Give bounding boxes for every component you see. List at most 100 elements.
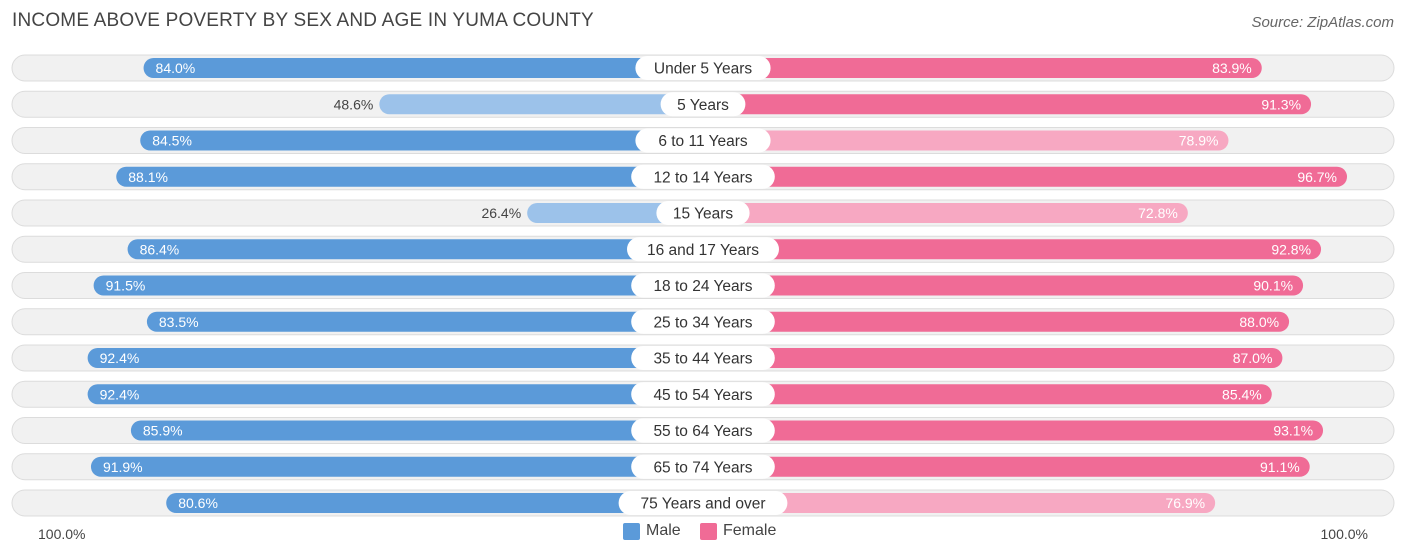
bar-row: 85.9% 93.1% 55 to 64 Years	[11, 417, 1395, 444]
category-pill	[660, 92, 746, 117]
male-value-label: 88.1%	[128, 169, 168, 185]
category-label: 15 Years	[673, 206, 734, 223]
bar-row: 84.0% 83.9% Under 5 Years	[11, 54, 1395, 82]
legend-swatch-female	[700, 522, 717, 540]
category-label: 12 to 14 Years	[653, 169, 752, 186]
female-value-label: 90.1%	[1253, 278, 1293, 294]
chart-title: INCOME ABOVE POVERTY BY SEX AND AGE IN Y…	[12, 10, 594, 31]
bar-row: 80.6% 76.9% 75 Years and over	[11, 489, 1395, 517]
category-pill	[631, 309, 775, 334]
axis-left-label: 100.0%	[38, 526, 86, 542]
male-bar	[87, 348, 704, 368]
female-value-label: 91.3%	[1261, 96, 1301, 112]
category-label: 35 to 44 Years	[653, 351, 752, 368]
male-bar	[146, 311, 703, 332]
category-pill	[631, 346, 775, 370]
female-value-label: 83.9%	[1212, 60, 1252, 76]
male-value-label: 92.4%	[100, 386, 140, 402]
male-value-label: 83.5%	[159, 314, 199, 330]
male-value-label: 91.9%	[103, 459, 143, 475]
female-bar	[703, 456, 1310, 477]
female-value-label: 76.9%	[1165, 495, 1205, 511]
axis-right-label: 100.0%	[1320, 526, 1368, 542]
male-bar	[93, 275, 704, 296]
female-value-label: 85.4%	[1222, 386, 1262, 402]
category-label: 75 Years and over	[641, 496, 766, 513]
bar-row: 86.4% 92.8% 16 and 17 Years	[11, 235, 1395, 263]
category-pill	[627, 237, 779, 262]
category-label: 16 and 17 Years	[647, 242, 759, 259]
bar-row: 84.5% 78.9% 6 to 11 Years	[11, 127, 1395, 154]
female-bar	[703, 420, 1324, 441]
female-value-label: 91.1%	[1260, 459, 1300, 475]
category-pill	[631, 382, 775, 407]
male-bar	[130, 420, 703, 441]
category-pill	[631, 164, 775, 189]
female-bar	[703, 275, 1304, 296]
category-label: 65 to 74 Years	[653, 459, 752, 476]
male-value-label: 48.6%	[334, 96, 374, 112]
category-label: 45 to 54 Years	[653, 387, 752, 404]
male-bar	[166, 493, 704, 513]
category-pill	[635, 128, 771, 153]
male-value-label: 80.6%	[178, 495, 218, 511]
female-bar	[703, 58, 1262, 78]
category-pill	[635, 56, 771, 80]
bar-row: 26.4% 72.8% 15 Years	[11, 199, 1395, 227]
female-value-label: 92.8%	[1271, 241, 1311, 257]
legend-item-male: Male	[623, 522, 681, 540]
female-bar	[703, 384, 1272, 405]
female-value-label: 87.0%	[1233, 350, 1273, 366]
category-pill	[618, 491, 788, 515]
female-bar	[703, 348, 1283, 368]
female-value-label: 72.8%	[1138, 205, 1178, 221]
category-label: 6 to 11 Years	[658, 133, 748, 150]
bar-row: 92.4% 85.4% 45 to 54 Years	[11, 380, 1395, 408]
category-label: 18 to 24 Years	[653, 278, 752, 295]
bar-row: 88.1% 96.7% 12 to 14 Years	[11, 163, 1395, 191]
male-value-label: 92.4%	[100, 350, 140, 366]
male-bar	[116, 166, 703, 187]
female-bar	[703, 166, 1348, 187]
legend-swatch-male	[623, 522, 640, 540]
female-bar	[703, 311, 1290, 332]
female-bar	[703, 493, 1216, 513]
category-label: 5 Years	[677, 97, 729, 114]
female-value-label: 96.7%	[1297, 169, 1337, 185]
bar-row: 91.5% 90.1% 18 to 24 Years	[11, 272, 1395, 299]
male-value-label: 26.4%	[481, 205, 521, 221]
male-bar	[127, 239, 704, 260]
male-bar	[379, 94, 703, 115]
male-value-label: 84.0%	[156, 60, 196, 76]
bar-row: 92.4% 87.0% 35 to 44 Years	[11, 344, 1395, 372]
category-label: 25 to 34 Years	[653, 314, 752, 331]
category-pill	[656, 201, 750, 225]
male-value-label: 91.5%	[106, 278, 146, 294]
category-pill	[631, 418, 775, 443]
bar-row: 91.9% 91.1% 65 to 74 Years	[11, 453, 1395, 481]
female-bar	[703, 239, 1322, 260]
legend-item-female: Female	[700, 522, 776, 540]
legend-label-female: Female	[723, 522, 777, 539]
male-bar	[143, 58, 703, 78]
female-value-label: 78.9%	[1179, 133, 1219, 149]
category-label: Under 5 Years	[654, 61, 752, 78]
category-pill	[631, 273, 775, 298]
male-value-label: 84.5%	[152, 133, 192, 149]
female-bar	[703, 94, 1312, 115]
male-value-label: 85.9%	[143, 423, 183, 439]
female-bar	[703, 203, 1188, 223]
female-bar	[703, 130, 1229, 151]
legend-label-male: Male	[646, 522, 681, 539]
category-pill	[631, 454, 775, 479]
male-value-label: 86.4%	[140, 241, 180, 257]
bar-row: 83.5% 88.0% 25 to 34 Years	[11, 308, 1395, 336]
source-note: Source: ZipAtlas.com	[1251, 14, 1394, 31]
male-bar	[87, 384, 704, 405]
legend: Male Female	[0, 522, 1406, 546]
diverging-bar-chart: 84.0% 83.9% Under 5 Years 48.6% 91.3% 5 Years…	[11, 54, 1395, 517]
category-label: 55 to 64 Years	[653, 423, 752, 440]
female-value-label: 88.0%	[1239, 314, 1279, 330]
bar-row: 48.6% 91.3% 5 Years	[11, 90, 1395, 118]
male-bar	[140, 130, 704, 151]
